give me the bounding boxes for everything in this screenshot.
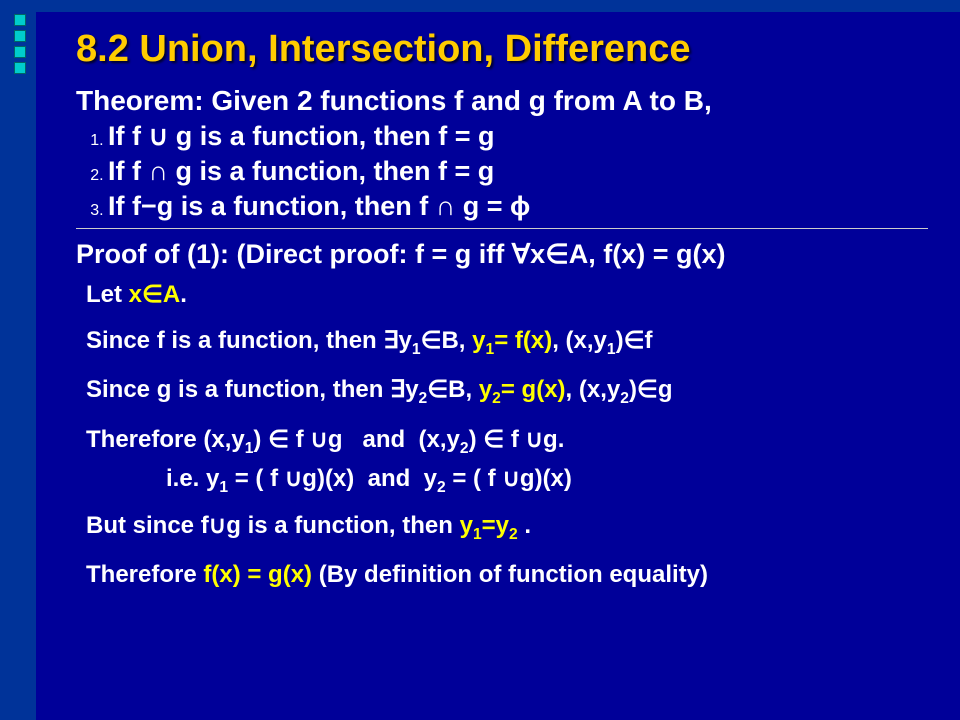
proof-text: Therefore (86, 561, 203, 588)
accent-dot-icon (14, 30, 26, 42)
proof-highlight: y1= f(x) (472, 327, 552, 354)
proof-line-3: Since g is a function, then ∃y2∈B, y2= g… (86, 375, 928, 408)
proof-text: Since g is a function, then ∃y (86, 376, 419, 403)
left-accent-strip (0, 0, 36, 720)
proof-text: , (x,y (566, 376, 621, 403)
proof-text: ∈B, (427, 376, 479, 403)
accent-dot-icon (14, 62, 26, 74)
proof-highlight: y1=y2 (460, 512, 518, 539)
proof-text: But since f∪g is a function, then (86, 512, 460, 539)
proof-line-2: Since f is a function, then ∃y1∈B, y1= f… (86, 326, 928, 359)
theorem-item-2: If f ∩ g is a function, then f = g (108, 156, 928, 187)
theorem-item-1: If f ∪ g is a function, then f = g (108, 121, 928, 152)
proof-line-6: Therefore f(x) = g(x) (By definition of … (86, 560, 928, 590)
proof-text: . (518, 512, 531, 539)
accent-dot-icon (14, 46, 26, 58)
theorem-intro: Theorem: Given 2 functions f and g from … (76, 85, 928, 117)
slide-outer: 8.2 Union, Intersection, Difference Theo… (0, 0, 960, 720)
proof-text: ∈B, (421, 327, 473, 354)
proof-text: . (180, 281, 187, 308)
proof-highlight: f(x) = g(x) (203, 561, 312, 588)
proof-text: , (x,y (552, 327, 607, 354)
proof-header: Proof of (1): (Direct proof: f = g iff ∀… (76, 239, 928, 270)
proof-text: Let (86, 281, 129, 308)
accent-dot-icon (14, 14, 26, 26)
proof-text: Since f is a function, then ∃y (86, 327, 412, 354)
proof-line-1: Let x∈A. (86, 280, 928, 310)
theorem-list: If f ∪ g is a function, then f = g If f … (76, 121, 928, 222)
proof-text: )∈f (616, 327, 653, 354)
divider (76, 228, 928, 229)
slide-title: 8.2 Union, Intersection, Difference (76, 28, 928, 71)
proof-text: (By definition of function equality) (312, 561, 708, 588)
proof-highlight: y2= g(x) (479, 376, 566, 403)
theorem-item-3: If f−g is a function, then f ∩ g = ϕ (108, 191, 928, 222)
proof-line-4b: i.e. y1 = ( f ∪g)(x) and y2 = ( f ∪g)(x) (166, 464, 928, 497)
top-accent-band (36, 0, 960, 12)
slide-body: 8.2 Union, Intersection, Difference Theo… (36, 12, 960, 720)
proof-highlight: x∈A (129, 281, 181, 308)
proof-line-4: Therefore (x,y1) ∈ f ∪g and (x,y2) ∈ f ∪… (86, 425, 928, 458)
proof-line-5: But since f∪g is a function, then y1=y2 … (86, 511, 928, 544)
proof-text: )∈g (629, 376, 673, 403)
